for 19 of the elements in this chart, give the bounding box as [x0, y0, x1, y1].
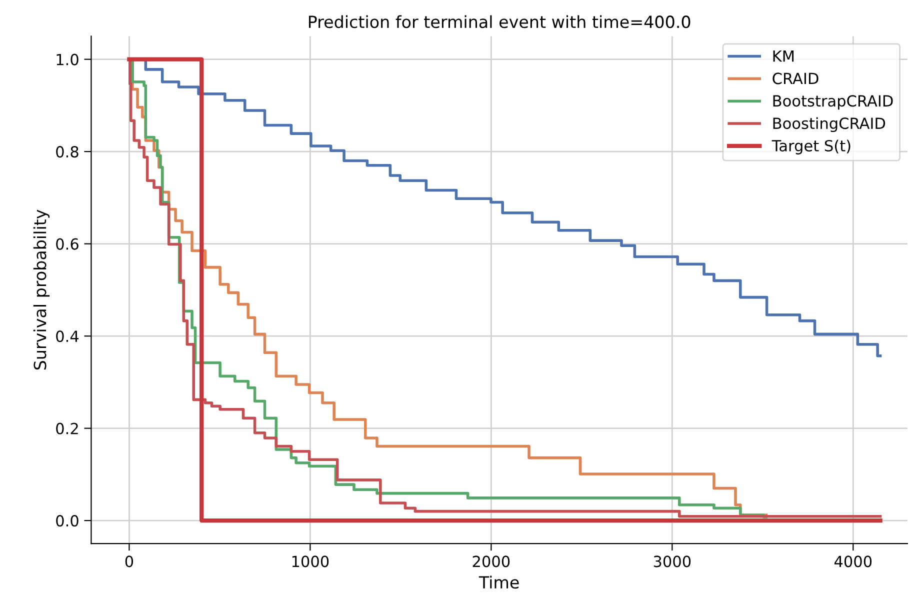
y-tick-label: 0.2	[56, 422, 78, 434]
y-tick-label: 0.8	[56, 146, 78, 158]
x-tick-label: 2000	[472, 556, 510, 568]
y-axis-title: Survival probability	[33, 210, 50, 370]
y-tick-label: 0.0	[56, 515, 78, 527]
legend-label: KM	[773, 50, 794, 62]
x-tick-label: 1000	[292, 556, 329, 568]
legend-label: CRAID	[772, 72, 818, 84]
y-tick-label: 1.0	[56, 54, 78, 66]
legend-label: Target S(t)	[772, 140, 850, 154]
legend-label: BoostingCRAID	[773, 117, 886, 132]
x-tick-label: 3000	[654, 556, 691, 568]
x-tick-label: 0	[125, 556, 134, 568]
y-tick-label: 0.4	[56, 330, 79, 342]
y-tick-label: 0.6	[56, 238, 78, 250]
x-tick-label: 4000	[834, 556, 872, 568]
chart-title: Prediction for terminal event with time=400.0	[308, 15, 690, 28]
legend-label: BootstrapCRAID	[773, 95, 893, 110]
x-axis-title: Time	[478, 576, 519, 589]
